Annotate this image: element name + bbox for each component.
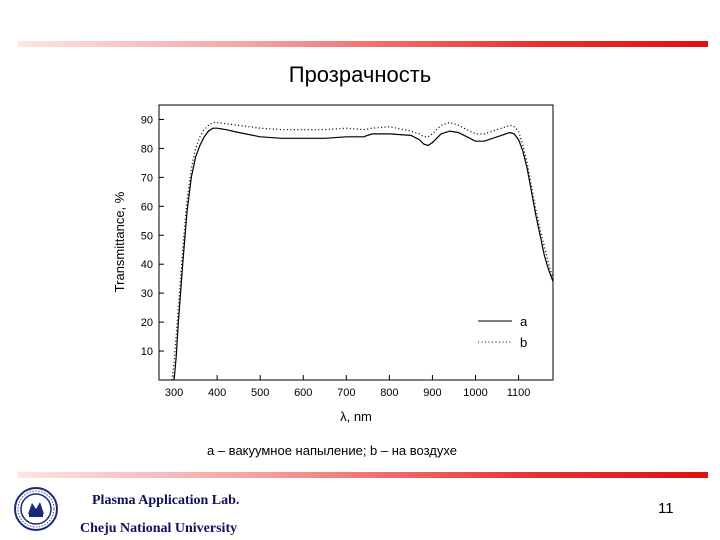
x-tick-label: 300 [165, 387, 183, 399]
y-tick-label: 30 [141, 288, 153, 300]
y-tick-label: 20 [141, 317, 153, 329]
x-tick-label: 700 [337, 387, 355, 399]
x-tick-label: 1000 [463, 387, 487, 399]
x-tick-label: 600 [294, 387, 312, 399]
y-tick-label: 80 [141, 143, 153, 155]
transmittance-chart: 300 400 500 600 700 800 900 1000 1100 10 20 30 40 50… [100, 98, 560, 430]
y-tick-label: 40 [141, 259, 153, 271]
lab-name: Plasma Application Lab. [92, 493, 240, 508]
y-tick-label: 60 [141, 201, 153, 213]
y-tick-label: 10 [141, 346, 153, 358]
x-tick-label: 500 [251, 387, 269, 399]
series-line-b [171, 121, 554, 381]
chart-svg: 300 400 500 600 700 800 900 1000 1100 10 20 30 40 50… [112, 104, 554, 424]
bottom-accent-rule [18, 472, 708, 478]
university-name: Cheju National University [80, 521, 238, 536]
university-seal-icon [14, 487, 58, 531]
legend-label-b: b [520, 335, 527, 350]
top-accent-rule [18, 41, 708, 47]
y-tick-label: 90 [141, 114, 153, 126]
x-tick-label: 400 [208, 387, 226, 399]
x-tick-label: 1100 [507, 387, 531, 399]
slide-title: Прозрачность [288, 62, 432, 87]
plot-area-frame [158, 104, 554, 381]
legend-label-a: a [520, 314, 528, 329]
series-line-a [173, 127, 554, 381]
y-tick-label: 70 [141, 172, 153, 184]
x-axis-label: λ, nm [340, 409, 372, 424]
legend: a b [478, 314, 528, 350]
y-tick-label: 50 [141, 230, 153, 242]
x-tick-label: 800 [380, 387, 398, 399]
y-axis-label: Transmittance, % [112, 191, 127, 292]
figure-caption: a – вакуумное напыление; b – на воздухе [207, 443, 457, 458]
x-tick-label: 900 [423, 387, 441, 399]
page-number: 11 [658, 500, 674, 517]
